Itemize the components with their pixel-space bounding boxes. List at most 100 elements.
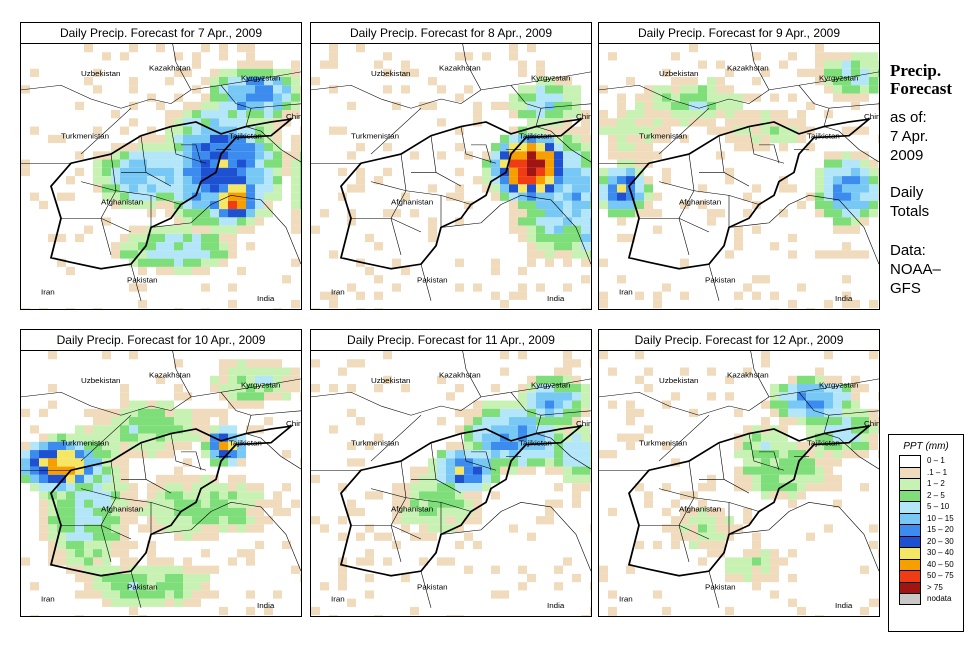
daily-totals: Daily Totals [890,183,929,221]
legend-row: nodata [899,593,963,605]
precip-grid [311,44,591,309]
boundary-line [535,433,591,470]
boundary-line [390,154,407,219]
boundary-line [61,218,132,233]
legend-swatch [899,581,921,593]
label-turkmenistan: Turkmenistan [61,132,109,141]
label-kazakhstan: Kazakhstan [149,371,191,380]
boundary-line [245,433,301,470]
asof-date-line1: 7 Apr. [890,128,929,145]
precip-grid [599,44,879,309]
label-turkmenistan: Turkmenistan [639,439,687,448]
legend: PPT (mm) 0 – 1 .1 – 1 1 – 2 2 – 5 5 – 10 10 –… [888,434,964,632]
afghanistan-border [627,117,872,270]
label-pakistan: Pakistan [705,583,736,592]
label-uzbekistan: Uzbekistan [81,376,120,385]
boundary-line [460,433,497,471]
boundary-line [181,451,202,471]
label-pakistan: Pakistan [127,276,158,285]
label-pakistan: Pakistan [417,583,448,592]
precip-map: Uzbekistan Kazakhstan Kyrgyzstan Turkmenist… [599,44,879,309]
boundary-line [750,44,770,90]
label-india: India [547,601,565,610]
data-line1: Data: [890,242,926,259]
data-line2: NOAA– [890,261,941,278]
boundary-line [535,108,542,127]
boundary-line [823,433,879,470]
afghanistan-border [339,117,584,270]
boundary-line [708,264,720,301]
side-title: Precip. Forecast [890,62,952,98]
precip-map: Uzbekistan Kazakhstan Kyrgyzstan Turkmenist… [311,351,591,616]
boundary-line [823,126,879,163]
label-afghanistan: Afghanistan [101,198,143,207]
label-afghanistan: Afghanistan [679,198,721,207]
forecast-panel-4: Daily Precip. Forecast for 10 Apr., 2009… [20,329,302,617]
side-title-line2: Forecast [890,79,952,98]
label-uzbekistan: Uzbekistan [659,69,698,78]
legend-label: 1 – 2 [927,479,945,488]
afghanistan-border [49,117,294,270]
boundary-line [150,195,301,265]
precip-grid [21,351,301,616]
precip-map: Uzbekistan Kazakhstan Kyrgyzstan Turkmenist… [311,44,591,309]
legend-row: > 75 [899,581,963,593]
panel-title: Daily Precip. Forecast for 9 Apr., 2009 [599,23,879,44]
label-uzbekistan: Uzbekistan [81,69,120,78]
boundary-line [460,126,497,164]
boundary-line [708,571,720,608]
label-iran: Iran [619,595,633,604]
forecast-panel-5: Daily Precip. Forecast for 11 Apr., 2009… [310,329,592,617]
forecast-date: as of: 7 Apr. 2009 [890,108,928,165]
legend-row: 30 – 40 [899,547,963,559]
boundary-line [370,415,422,462]
boundary-line [728,502,879,572]
boundary-line [599,378,879,416]
asof-label: as of: [890,109,927,126]
label-turkmenistan: Turkmenistan [61,439,109,448]
legend-label: 2 – 5 [927,490,945,500]
legend-label: 30 – 40 [927,548,954,557]
legend-row: 20 – 30 [899,535,963,547]
boundary-line [728,195,879,265]
legend-row: 0 – 1 [899,455,963,467]
label-china: China [286,113,302,122]
legend-row: 1 – 2 [899,478,963,490]
label-tajikistan: Tajikistan [807,439,840,448]
legend-swatch [899,501,921,513]
label-india: India [257,294,275,303]
boundary-line [462,351,482,397]
label-turkmenistan: Turkmenistan [351,439,399,448]
label-tajikistan: Tajikistan [519,439,552,448]
legend-title: PPT (mm) [903,441,949,452]
boundary-line [599,71,879,109]
boundary-line [311,378,591,416]
legend-swatch [899,455,921,467]
boundary-line [440,502,591,572]
boundary-line [658,108,710,155]
boundary-line [150,502,301,572]
label-tajikistan: Tajikistan [229,439,262,448]
forecast-panel-1: Daily Precip. Forecast for 7 Apr., 2009 U… [20,22,302,310]
boundary-line [21,378,301,416]
label-kazakhstan: Kazakhstan [727,64,769,73]
legend-label: 10 – 15 [927,513,954,523]
boundary-line [471,144,492,164]
boundary-line [100,218,112,256]
side-title-line1: Precip. [890,61,942,80]
legend-label: 5 – 10 [927,502,950,511]
boundary-line [759,144,780,164]
boundary-line [748,126,785,164]
label-pakistan: Pakistan [417,276,448,285]
boundary-line [245,108,252,127]
legend-swatch [899,489,921,501]
label-pakistan: Pakistan [705,276,736,285]
label-iran: Iran [331,288,345,297]
legend-swatch [899,535,921,547]
legend-swatch [899,547,921,559]
boundary-line [678,218,690,256]
boundary-line [100,525,112,563]
label-kazakhstan: Kazakhstan [439,64,481,73]
boundary-line [130,264,142,301]
label-india: India [835,294,853,303]
